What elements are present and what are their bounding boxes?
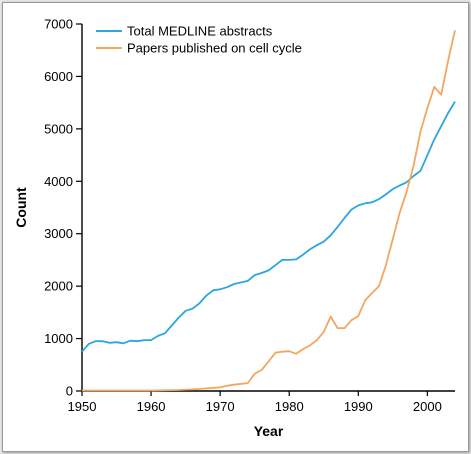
series-lines xyxy=(81,30,456,392)
x-tick-label: 1960 xyxy=(137,399,166,414)
y-tick-label: 7000 xyxy=(44,17,73,32)
y-ticks: 0 1000 2000 3000 4000 5000 6000 7000 xyxy=(44,17,82,399)
y-axis-title: Count xyxy=(13,187,29,228)
x-tick-label: 2000 xyxy=(413,399,442,414)
y-tick-label: 5000 xyxy=(44,121,73,136)
legend: Total MEDLINE abstracts Papers published… xyxy=(96,24,302,56)
y-tick-label: 2000 xyxy=(44,279,73,294)
x-tick-label: 1990 xyxy=(344,399,373,414)
y-tick-label: 3000 xyxy=(44,226,73,241)
y-tick-label: 4000 xyxy=(44,174,73,189)
legend-label-cell-cycle: Papers published on cell cycle xyxy=(127,41,302,56)
x-axis-title: Year xyxy=(254,423,284,439)
axes xyxy=(81,24,455,392)
y-tick-label: 0 xyxy=(66,384,73,399)
x-tick-label: 1950 xyxy=(68,399,97,414)
x-tick-label: 1980 xyxy=(275,399,304,414)
y-tick-label: 6000 xyxy=(44,69,73,84)
x-tick-label: 1970 xyxy=(206,399,235,414)
series-line-cell-cycle xyxy=(82,30,456,392)
series-line-medline xyxy=(81,101,456,353)
x-ticks: 1950 1960 1970 1980 1990 2000 xyxy=(68,391,442,414)
y-tick-label: 1000 xyxy=(44,331,73,346)
legend-label-medline: Total MEDLINE abstracts xyxy=(127,24,273,39)
